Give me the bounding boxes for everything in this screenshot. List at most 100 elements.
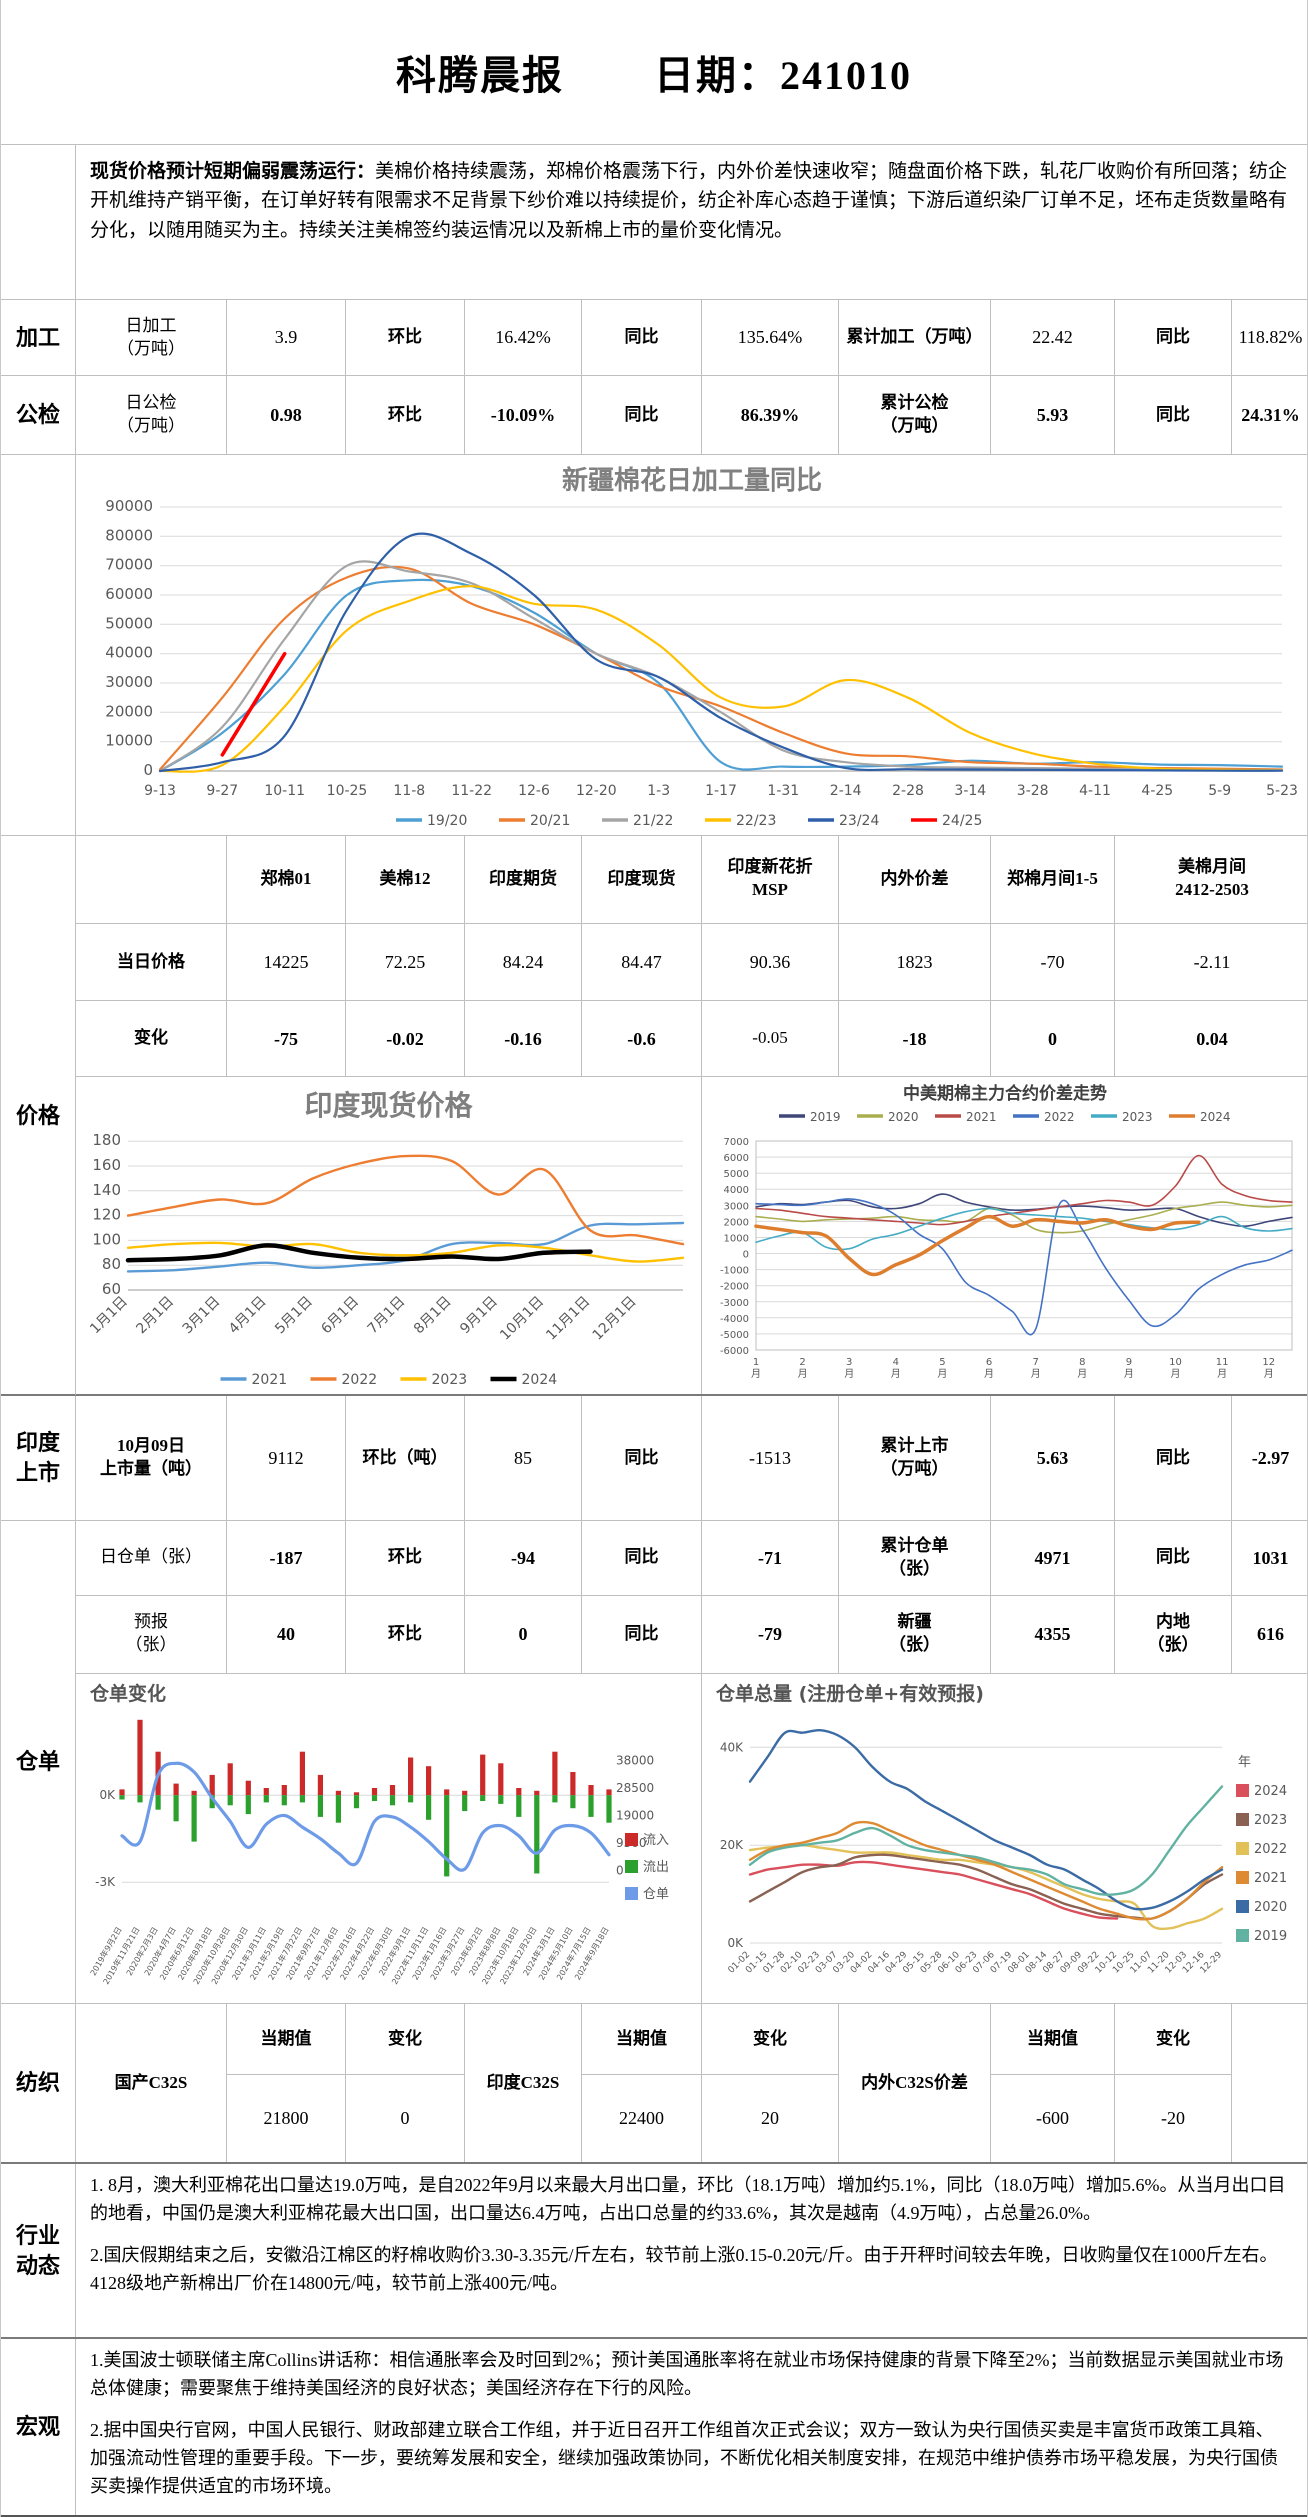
- table-cell: 日公检 （万吨）: [76, 376, 227, 454]
- table-cell: 5.93: [991, 376, 1115, 454]
- column-header: 郑棉01: [227, 836, 346, 923]
- svg-text:10月1日: 10月1日: [497, 1294, 547, 1344]
- svg-text:10月: 10 月: [1169, 1357, 1182, 1380]
- svg-text:6月: 6月: [984, 1357, 994, 1380]
- svg-text:2023: 2023: [1254, 1813, 1287, 1828]
- section-label-inspection: 公检: [1, 376, 76, 454]
- table-cell: -187: [227, 1521, 346, 1595]
- table-cell: 同比: [582, 376, 702, 454]
- price-charts-row: 60 80 100 120 140 160 180 1月1日 2月1日 3月1日 4月1日 5月1日 6…: [76, 1077, 1307, 1394]
- section-label-warehouse: 仓单: [1, 1521, 76, 2003]
- svg-text:60: 60: [102, 1280, 121, 1298]
- table-cell: 同比: [582, 1595, 702, 1673]
- india-listing-row: 印度 上市 10月09日 上市量（吨） 9112 环比（吨） 85 同比 -15…: [1, 1396, 1307, 1521]
- table-cell: 90.36: [702, 923, 839, 1001]
- svg-text:仓单变化: 仓单变化: [89, 1682, 166, 1705]
- svg-text:流出: 流出: [643, 1860, 669, 1875]
- column-header: 变化: [1115, 2004, 1231, 2075]
- report-date: 日期：241010: [654, 53, 912, 98]
- table-cell: -0.16: [465, 1001, 582, 1076]
- table-cell: 0: [991, 1001, 1115, 1076]
- table-cell: -71: [702, 1521, 839, 1595]
- price-header-row: 郑棉01 美棉12 印度期货 印度现货 印度新花折 MSP 内外价差 郑棉月间1…: [76, 836, 1307, 924]
- row-header: 当日价格: [76, 923, 227, 1001]
- column-header: 印度现货: [582, 836, 702, 923]
- table-cell: -20: [1161, 2108, 1185, 2129]
- industry-item: 1. 8月，澳大利亚棉花出口量达19.0万吨，是自2022年9月以来最大月出口量…: [90, 2175, 1286, 2223]
- svg-text:仓单总量 (注册仓单+有效预报): 仓单总量 (注册仓单+有效预报): [715, 1682, 984, 1705]
- svg-text:0: 0: [743, 1250, 749, 1261]
- table-cell: -75: [227, 1001, 346, 1076]
- svg-text:-6000: -6000: [720, 1346, 749, 1357]
- receipt-change-chart: 0K-3K380002850019000950002019年9月2日2019年1…: [76, 1673, 702, 2003]
- processing-row: 加工 日加工 （万吨） 3.9 环比 16.42% 同比 135.64% 累计加…: [1, 300, 1307, 376]
- table-cell: 118.82%: [1238, 327, 1303, 348]
- svg-text:3月: 3月: [844, 1357, 854, 1380]
- table-cell: 环比: [346, 1521, 465, 1595]
- svg-text:9月1日: 9月1日: [457, 1294, 501, 1338]
- table-cell: 14225: [227, 923, 346, 1001]
- section-label-price: 价格: [1, 836, 76, 1395]
- table-cell: 72.25: [346, 923, 465, 1001]
- svg-text:4月1日: 4月1日: [226, 1294, 270, 1338]
- column-header: 变化: [346, 2004, 464, 2075]
- table-cell: 环比（吨）: [346, 1396, 465, 1520]
- daily-receipt-row: 日仓单（张） -187 环比 -94 同比 -71 累计仓单 （张） 4971 …: [76, 1521, 1307, 1596]
- svg-text:-3K: -3K: [95, 1875, 116, 1889]
- table-cell: 1823: [839, 923, 991, 1001]
- table-cell: 环比: [346, 300, 465, 375]
- svg-text:-1000: -1000: [720, 1266, 749, 1277]
- table-cell: 0: [465, 1595, 582, 1673]
- inspection-row: 公检 日公检 （万吨） 0.98 环比 -10.09% 同比 86.39% 累计…: [1, 376, 1307, 455]
- industry-item: 2.国庆假期结束之后，安徽沿江棉区的籽棉收购价3.30-3.35元/斤左右，较节…: [90, 2244, 1278, 2293]
- svg-text:38000: 38000: [616, 1753, 654, 1767]
- svg-text:40000: 40000: [105, 644, 153, 662]
- section-label-processing: 加工: [1, 300, 76, 375]
- table-cell: 0.98: [227, 376, 346, 454]
- table-cell: 616: [1257, 1624, 1284, 1645]
- svg-text:70000: 70000: [105, 556, 153, 574]
- svg-text:4-25: 4-25: [1141, 783, 1173, 799]
- table-cell: 日仓单（张）: [76, 1521, 227, 1595]
- svg-text:2022: 2022: [342, 1372, 378, 1388]
- table-cell: 同比: [582, 1396, 702, 1520]
- svg-text:年: 年: [1238, 1755, 1251, 1770]
- svg-text:-5000: -5000: [720, 1330, 749, 1341]
- svg-text:新疆棉花日加工量同比: 新疆棉花日加工量同比: [562, 465, 822, 496]
- table-cell: -600: [1036, 2108, 1069, 2129]
- svg-text:2024: 2024: [1200, 1110, 1231, 1124]
- svg-text:9-13: 9-13: [144, 783, 176, 799]
- svg-text:-2000: -2000: [720, 1282, 749, 1293]
- table-cell: 内外C32S价差: [839, 2004, 991, 2162]
- india-spot-price-chart: 60 80 100 120 140 160 180 1月1日 2月1日 3月1日 4月1日 5月1日 6…: [76, 1077, 702, 1394]
- page-title: 科腾晨报: [396, 53, 564, 98]
- section-label-macro: 宏观: [1, 2339, 76, 2515]
- table-cell: 同比: [582, 300, 702, 375]
- column-header: 美棉月间 2412-2503: [1175, 857, 1249, 900]
- row-header: 变化: [76, 1001, 227, 1076]
- svg-text:4月: 4月: [891, 1357, 901, 1380]
- table-cell: -0.05: [702, 1001, 839, 1076]
- processing-volume-chart: 0 10000 20000 30000 40000 50000 60000 70000 8000…: [76, 455, 1307, 835]
- industry-text: 1. 8月，澳大利亚棉花出口量达19.0万吨，是自2022年9月以来最大月出口量…: [76, 2164, 1307, 2337]
- table-cell: 环比: [346, 376, 465, 454]
- table-cell: [76, 836, 227, 923]
- svg-text:流入: 流入: [643, 1833, 669, 1848]
- svg-text:140: 140: [92, 1181, 121, 1199]
- svg-text:20/21: 20/21: [530, 813, 570, 829]
- table-cell: 9112: [227, 1396, 346, 1520]
- svg-text:2019: 2019: [810, 1110, 841, 1124]
- summary-label-cell: [1, 145, 76, 299]
- table-cell: 10月09日 上市量（吨）: [76, 1396, 227, 1520]
- svg-text:2月1日: 2月1日: [133, 1294, 177, 1338]
- table-cell: 3.9: [227, 300, 346, 375]
- svg-text:2019: 2019: [1254, 1929, 1287, 1944]
- svg-text:19000: 19000: [616, 1808, 654, 1822]
- svg-text:21/22: 21/22: [633, 813, 673, 829]
- svg-text:30000: 30000: [105, 673, 153, 691]
- table-cell: 新疆 （张）: [839, 1595, 991, 1673]
- column-header: 当期值: [582, 2004, 701, 2075]
- svg-text:1月: 1月: [751, 1357, 761, 1380]
- svg-text:8月1日: 8月1日: [411, 1294, 455, 1338]
- svg-text:4000: 4000: [724, 1185, 749, 1196]
